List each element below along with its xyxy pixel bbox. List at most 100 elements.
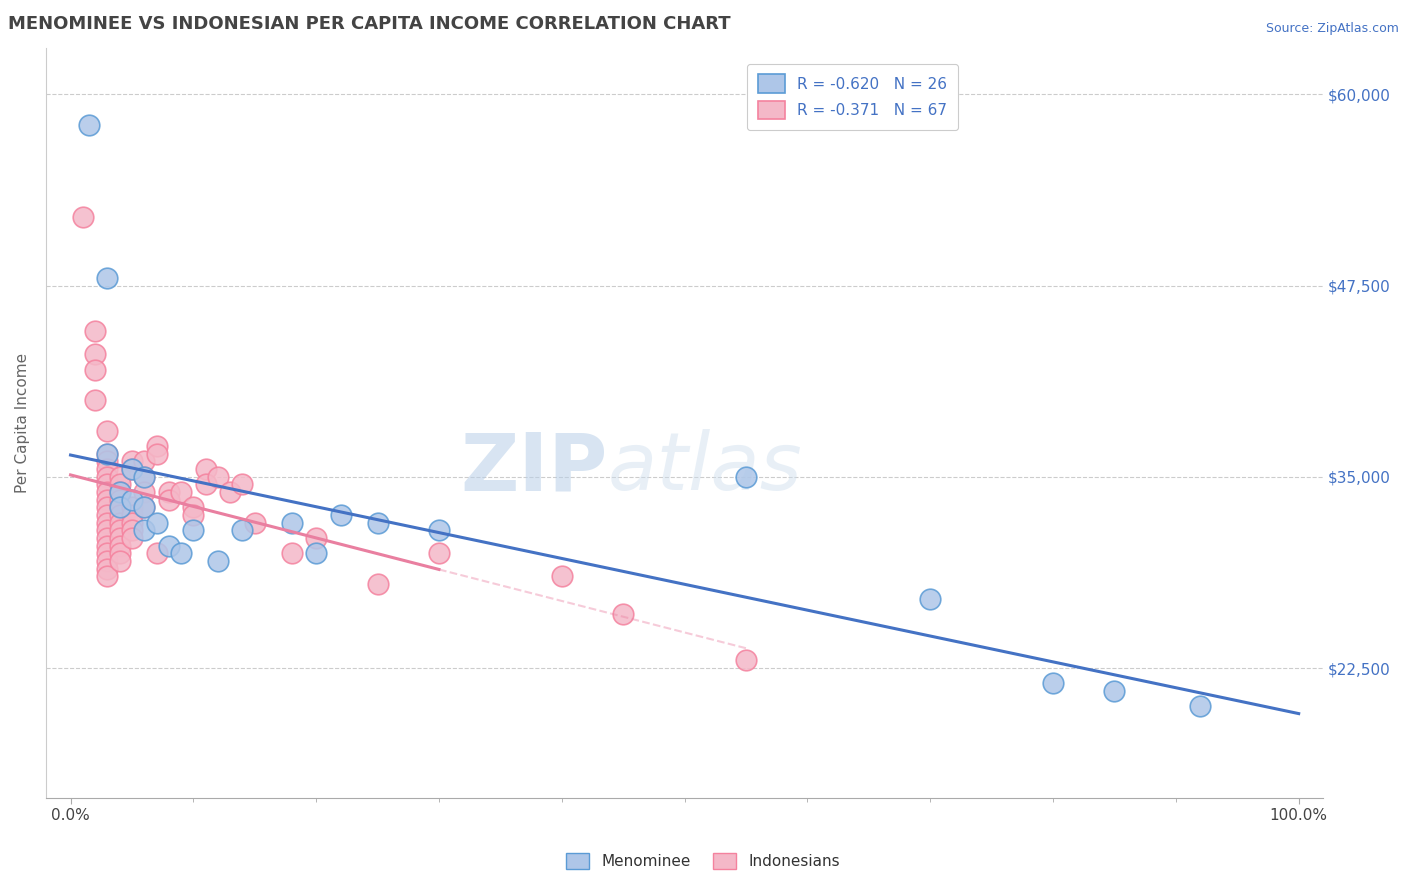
Point bbox=[367, 577, 389, 591]
Point bbox=[96, 569, 118, 583]
Text: ZIP: ZIP bbox=[461, 429, 607, 508]
Point bbox=[108, 508, 131, 522]
Point bbox=[96, 524, 118, 538]
Point bbox=[280, 546, 302, 560]
Point bbox=[121, 500, 143, 515]
Point bbox=[84, 393, 107, 408]
Point bbox=[207, 470, 229, 484]
Point bbox=[157, 492, 180, 507]
Point bbox=[920, 592, 942, 607]
Point bbox=[96, 454, 118, 468]
Point bbox=[183, 508, 205, 522]
Point bbox=[96, 424, 118, 438]
Legend: Menominee, Indonesians: Menominee, Indonesians bbox=[560, 847, 846, 875]
Point bbox=[108, 477, 131, 491]
Point bbox=[121, 462, 143, 476]
Point bbox=[157, 539, 180, 553]
Point bbox=[427, 546, 450, 560]
Point bbox=[231, 477, 253, 491]
Point bbox=[305, 546, 328, 560]
Point bbox=[367, 516, 389, 530]
Point bbox=[96, 447, 118, 461]
Point bbox=[108, 554, 131, 568]
Point bbox=[96, 462, 118, 476]
Point bbox=[134, 485, 156, 500]
Point bbox=[96, 531, 118, 545]
Point bbox=[96, 546, 118, 560]
Point bbox=[134, 524, 156, 538]
Point bbox=[121, 531, 143, 545]
Point bbox=[108, 500, 131, 515]
Point bbox=[108, 470, 131, 484]
Point bbox=[121, 462, 143, 476]
Point bbox=[183, 524, 205, 538]
Point bbox=[84, 347, 107, 361]
Point bbox=[735, 470, 758, 484]
Point bbox=[84, 325, 107, 339]
Point bbox=[145, 447, 167, 461]
Point bbox=[108, 485, 131, 500]
Point bbox=[134, 470, 156, 484]
Text: MENOMINEE VS INDONESIAN PER CAPITA INCOME CORRELATION CHART: MENOMINEE VS INDONESIAN PER CAPITA INCOM… bbox=[7, 15, 730, 33]
Point bbox=[1104, 684, 1126, 698]
Point bbox=[96, 554, 118, 568]
Point bbox=[121, 524, 143, 538]
Point bbox=[194, 462, 217, 476]
Point bbox=[145, 546, 167, 560]
Point bbox=[305, 531, 328, 545]
Y-axis label: Per Capita Income: Per Capita Income bbox=[15, 353, 30, 493]
Point bbox=[108, 546, 131, 560]
Point bbox=[84, 362, 107, 376]
Point bbox=[194, 477, 217, 491]
Point bbox=[612, 607, 634, 622]
Point bbox=[157, 485, 180, 500]
Point bbox=[427, 524, 450, 538]
Point bbox=[108, 539, 131, 553]
Point bbox=[183, 500, 205, 515]
Point bbox=[170, 485, 193, 500]
Point bbox=[96, 516, 118, 530]
Point bbox=[145, 439, 167, 453]
Point bbox=[77, 118, 100, 132]
Point bbox=[134, 500, 156, 515]
Point bbox=[108, 500, 131, 515]
Point bbox=[551, 569, 574, 583]
Point bbox=[134, 454, 156, 468]
Text: atlas: atlas bbox=[607, 429, 803, 508]
Point bbox=[1042, 676, 1064, 690]
Point bbox=[280, 516, 302, 530]
Point bbox=[207, 554, 229, 568]
Point bbox=[735, 653, 758, 667]
Point bbox=[145, 516, 167, 530]
Point bbox=[96, 492, 118, 507]
Point bbox=[96, 500, 118, 515]
Text: Source: ZipAtlas.com: Source: ZipAtlas.com bbox=[1265, 22, 1399, 36]
Point bbox=[121, 516, 143, 530]
Point bbox=[108, 516, 131, 530]
Point bbox=[108, 492, 131, 507]
Point bbox=[134, 470, 156, 484]
Point bbox=[108, 524, 131, 538]
Point bbox=[72, 210, 94, 224]
Point bbox=[96, 561, 118, 575]
Point bbox=[96, 447, 118, 461]
Point bbox=[231, 524, 253, 538]
Point bbox=[134, 500, 156, 515]
Point bbox=[96, 477, 118, 491]
Point bbox=[96, 539, 118, 553]
Point bbox=[121, 492, 143, 507]
Point bbox=[96, 470, 118, 484]
Point bbox=[96, 508, 118, 522]
Point bbox=[121, 454, 143, 468]
Point bbox=[108, 531, 131, 545]
Point bbox=[329, 508, 352, 522]
Point bbox=[243, 516, 266, 530]
Point bbox=[170, 546, 193, 560]
Legend: R = -0.620   N = 26, R = -0.371   N = 67: R = -0.620 N = 26, R = -0.371 N = 67 bbox=[747, 63, 957, 130]
Point bbox=[219, 485, 242, 500]
Point bbox=[96, 271, 118, 285]
Point bbox=[96, 485, 118, 500]
Point bbox=[121, 508, 143, 522]
Point bbox=[1189, 699, 1212, 714]
Point bbox=[108, 485, 131, 500]
